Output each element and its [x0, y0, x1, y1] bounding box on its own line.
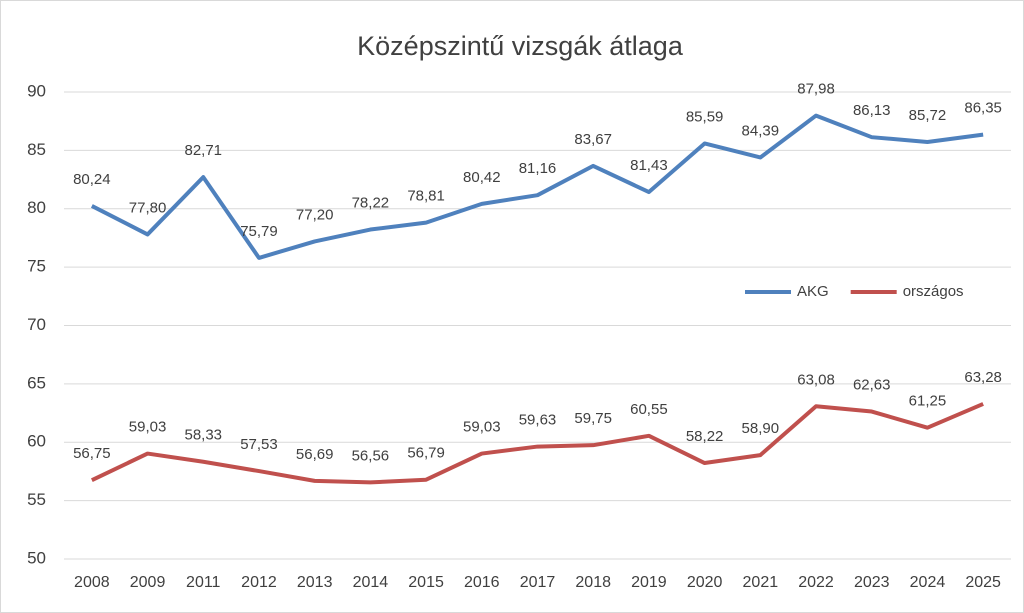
x-tick-label: 2023 [854, 574, 890, 591]
y-tick-label: 50 [27, 548, 46, 567]
y-tick-label: 90 [27, 81, 46, 100]
data-label: 81,43 [630, 157, 668, 174]
data-label: 62,63 [853, 377, 891, 394]
series-line [90, 113, 984, 260]
y-tick-label: 65 [27, 373, 46, 392]
data-label: 58,90 [742, 420, 780, 437]
x-tick-label: 2022 [798, 574, 834, 591]
x-tick-label: 2008 [74, 574, 110, 591]
data-label: 63,08 [797, 371, 835, 388]
data-label: 80,42 [463, 169, 501, 186]
x-tick-label: 2025 [965, 574, 1001, 591]
data-label: 78,81 [407, 188, 445, 205]
x-tick-label: 2020 [687, 574, 723, 591]
data-label: 87,98 [797, 81, 835, 98]
data-label: 60,55 [630, 401, 668, 418]
data-label: 86,35 [964, 100, 1002, 117]
data-label: 63,28 [964, 369, 1002, 386]
x-tick-label: 2012 [241, 574, 277, 591]
data-label: 56,75 [73, 445, 111, 462]
data-label: 80,24 [73, 171, 111, 188]
data-label: 56,79 [407, 445, 445, 462]
data-label: 83,67 [574, 131, 612, 148]
x-tick-label: 2019 [631, 574, 667, 591]
y-tick-label: 55 [27, 490, 46, 509]
legend-label: AKG [797, 283, 829, 300]
data-label: 82,71 [184, 142, 222, 159]
x-tick-label: 2009 [130, 574, 166, 591]
x-tick-label: 2014 [353, 574, 389, 591]
data-label: 59,63 [519, 412, 557, 429]
data-label: 56,69 [296, 446, 334, 463]
x-tick-label: 2017 [520, 574, 556, 591]
data-label: 84,39 [742, 122, 780, 139]
y-tick-label: 60 [27, 432, 46, 451]
y-tick-label: 75 [27, 257, 46, 276]
data-label: 59,03 [463, 419, 501, 436]
data-label: 86,13 [853, 102, 891, 119]
data-label: 81,16 [519, 160, 557, 177]
x-tick-label: 2011 [186, 574, 221, 591]
y-tick-label: 85 [27, 140, 46, 159]
x-tick-label: 2018 [575, 574, 611, 591]
x-tick-label: 2016 [464, 574, 500, 591]
data-label: 77,80 [129, 199, 167, 216]
chart-title: Középszintű vizsgák átlaga [357, 31, 684, 61]
x-tick-label: 2013 [297, 574, 333, 591]
x-tick-label: 2015 [408, 574, 444, 591]
x-tick-label: 2024 [910, 574, 946, 591]
data-label: 58,22 [686, 428, 724, 445]
data-label: 85,72 [909, 107, 947, 124]
data-label: 78,22 [352, 195, 390, 212]
data-label: 57,53 [240, 436, 278, 453]
data-label: 85,59 [686, 108, 724, 125]
y-tick-label: 70 [27, 315, 46, 334]
data-label: 58,33 [184, 427, 222, 444]
data-label: 75,79 [240, 223, 278, 240]
data-label: 61,25 [909, 393, 947, 410]
data-label: 56,56 [352, 447, 390, 464]
data-label: 59,03 [129, 419, 167, 436]
series-line [90, 402, 984, 485]
y-tick-label: 80 [27, 198, 46, 217]
data-label: 77,20 [296, 206, 334, 223]
x-tick-label: 2021 [743, 574, 779, 591]
data-label: 59,75 [574, 410, 612, 427]
legend-label: országos [903, 283, 964, 300]
